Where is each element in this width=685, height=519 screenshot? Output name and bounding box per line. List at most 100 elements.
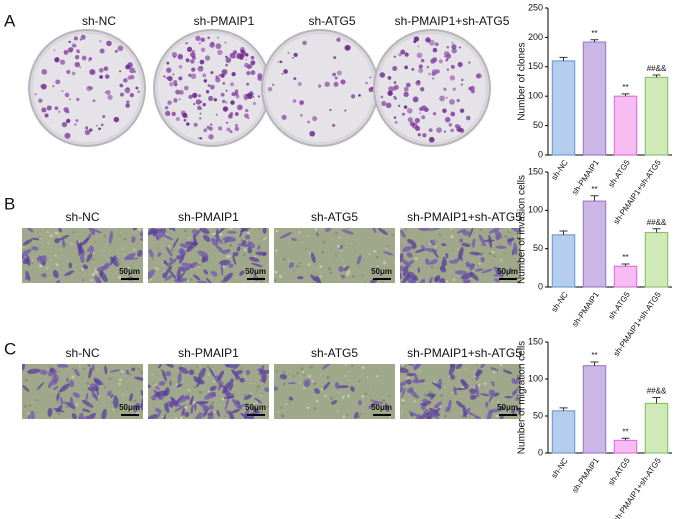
cell <box>47 379 54 389</box>
pore <box>71 375 75 379</box>
cell <box>322 381 331 391</box>
colony <box>172 73 175 76</box>
cell <box>448 364 456 376</box>
pore <box>64 243 68 246</box>
cell <box>228 378 234 391</box>
pore <box>97 364 100 365</box>
colony <box>199 112 202 115</box>
cell <box>193 376 205 384</box>
pore <box>401 364 405 366</box>
y-tick-label: 150 <box>528 61 543 71</box>
colony <box>332 123 336 128</box>
pore <box>240 367 243 370</box>
colony <box>202 102 206 107</box>
cell <box>481 268 493 274</box>
pore <box>503 367 506 370</box>
pore <box>244 375 247 377</box>
cell <box>422 398 430 405</box>
pore <box>96 368 99 371</box>
cell <box>474 268 484 272</box>
scale-bar-label: 50μm <box>371 403 392 412</box>
colony <box>234 123 238 127</box>
cell <box>414 413 421 419</box>
scale-bar-label: 50μm <box>497 267 518 276</box>
y-tick-label: 100 <box>528 205 543 215</box>
image-label: sh-PMAIP1 <box>194 14 255 28</box>
cell <box>157 251 162 257</box>
cell <box>445 253 449 259</box>
pore <box>288 259 291 262</box>
cell <box>129 392 133 402</box>
colony <box>61 121 68 128</box>
cell <box>469 271 479 281</box>
cell <box>223 395 235 400</box>
background <box>274 228 395 283</box>
cell <box>468 228 474 238</box>
colony <box>387 75 392 80</box>
cell <box>400 367 409 374</box>
colony <box>169 81 174 87</box>
colony <box>234 112 239 116</box>
cell <box>155 229 167 240</box>
cell <box>198 367 206 380</box>
y-tick-label: 0 <box>538 149 543 159</box>
colony <box>224 41 227 44</box>
cell <box>358 400 362 406</box>
cell <box>467 411 476 417</box>
colony <box>394 120 398 124</box>
colony <box>89 128 93 132</box>
pore <box>205 378 207 380</box>
cell <box>88 245 95 254</box>
pore <box>276 369 279 373</box>
colony <box>41 69 48 75</box>
pore <box>187 388 190 391</box>
x-tick-label: sh-ATG5 <box>606 290 632 321</box>
pore <box>40 274 43 277</box>
cell <box>439 278 446 283</box>
y-tick-label: 50 <box>533 410 543 420</box>
pore <box>94 270 98 274</box>
pore <box>85 381 90 385</box>
pore <box>162 264 165 266</box>
pore <box>494 255 497 258</box>
cell <box>236 246 241 252</box>
colony <box>451 44 457 50</box>
cell <box>39 255 44 266</box>
cell <box>406 271 419 281</box>
colony <box>246 70 251 76</box>
cell <box>224 397 229 411</box>
colony <box>246 82 250 86</box>
micrograph <box>148 228 269 283</box>
colony <box>221 69 228 75</box>
cell <box>493 392 500 397</box>
pore <box>473 385 476 388</box>
colony <box>461 78 464 82</box>
cell <box>194 412 203 419</box>
pore <box>207 250 209 253</box>
colony <box>114 49 118 53</box>
colony <box>405 82 411 88</box>
colony <box>344 45 351 51</box>
significance: ##&& <box>647 387 667 396</box>
pore <box>79 269 82 272</box>
cell <box>254 398 263 404</box>
colony <box>76 49 80 53</box>
colony <box>205 90 210 94</box>
colony <box>218 126 223 131</box>
pore <box>196 236 199 239</box>
colony <box>245 108 249 113</box>
pore <box>261 364 263 365</box>
pore <box>401 409 404 412</box>
cell <box>210 392 217 398</box>
pore <box>492 370 496 374</box>
colony <box>34 93 37 96</box>
pore <box>373 386 376 388</box>
pore <box>119 232 122 234</box>
pore <box>281 414 285 418</box>
pore <box>470 243 472 245</box>
micrograph <box>274 228 395 283</box>
cell <box>148 384 151 388</box>
pore <box>127 266 130 269</box>
colony <box>209 123 213 126</box>
cell <box>316 232 319 237</box>
